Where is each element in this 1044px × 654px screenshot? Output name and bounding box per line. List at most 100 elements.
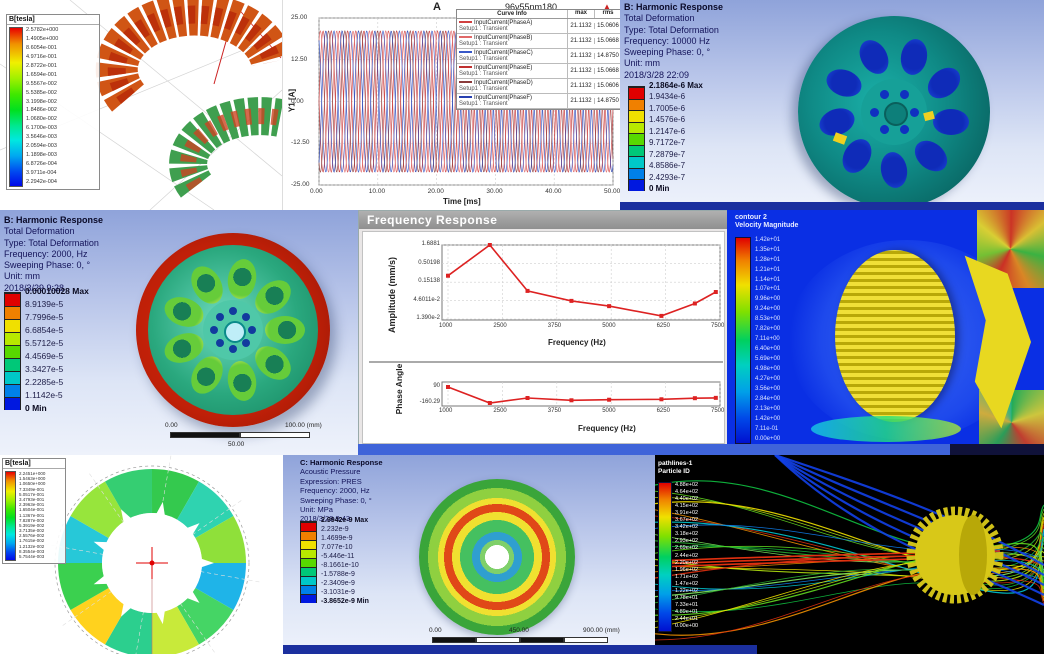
legend-value: 4.9716e-001 — [26, 53, 57, 60]
legend-value: 1.6594e-001 — [26, 71, 57, 78]
frequency-response-window: Frequency Response Amplitude (mm/s) Freq… — [358, 210, 727, 448]
curve-rms: 15.0668 — [597, 38, 619, 44]
curve-setup: Setup1 : Transient — [459, 56, 508, 62]
x-tick-label: 3750 — [547, 408, 562, 414]
legend-value: 2.44e+01 — [675, 616, 699, 623]
legend-value: 1.1898e-003 — [26, 152, 57, 159]
legend-value: 7.33e+01 — [675, 602, 699, 609]
legend-value: 1.21e+01 — [755, 266, 781, 273]
table-header: Curve Info — [457, 10, 568, 18]
legend-value: 4.15e+02 — [675, 502, 699, 509]
x-tick-label: 1000 — [439, 408, 453, 414]
wheel-hole — [224, 256, 260, 301]
flywheel-face — [148, 245, 318, 415]
curve-setup: Setup1 : Transient — [459, 41, 508, 47]
legend-value: 1.42e+00 — [755, 415, 781, 422]
info-line: 2018/3/28 22:09 — [624, 69, 690, 80]
wheel-hole — [229, 307, 237, 315]
legend-value: 1.5463e+000 — [19, 476, 46, 482]
panel-harmonic-2000hz: B: Harmonic Response Total Deformation Typ… — [0, 210, 358, 455]
stator-field-plot — [43, 455, 261, 654]
y-tick-label: -160.29 — [419, 399, 440, 405]
legend-value: 2.2451e+000 — [19, 471, 46, 476]
y-tick-label: -25.00 — [291, 181, 310, 188]
legend-value: 1.7005e-6 — [649, 103, 686, 113]
curve-label: InputCurrent(PhaseE) — [474, 65, 533, 71]
legend-value: 4.88e+02 — [675, 481, 699, 488]
legend-color-cell — [629, 98, 644, 110]
curve-label: InputCurrent(PhaseB) — [474, 35, 533, 41]
amplitude-axis-label: Amplitude (mm/s) — [387, 257, 397, 334]
wheel-hole — [853, 35, 895, 80]
table-header: rms — [602, 10, 614, 16]
legend-title-line: pathlines-1 — [658, 460, 693, 467]
x-tick-label: 7500 — [711, 323, 725, 329]
x-tick-label: 5000 — [602, 408, 616, 414]
x-tick-label: 30.00 — [486, 188, 503, 195]
wheel-center-bore — [884, 102, 908, 126]
info-line: Unit: mm — [624, 58, 660, 69]
x-tick-label: 5000 — [602, 323, 616, 329]
plot-title: 96v55nm180 — [505, 2, 558, 12]
window-bottom-strip — [620, 202, 1044, 210]
legend-color-cell — [301, 576, 316, 585]
window-titlebar[interactable]: Frequency Response — [359, 211, 727, 229]
x-tick-label: 20.00 — [427, 188, 444, 195]
wheel-hole — [922, 61, 967, 105]
deformation-legend: 2.1864e-6 Max 1.9434e-6 1.7005e-6 1.4576e-6… — [628, 81, 729, 193]
flow-streak — [811, 416, 961, 442]
curve-color-swatch — [459, 21, 472, 24]
legend-color-cell — [629, 87, 644, 99]
legend-color-cell — [301, 567, 316, 576]
legend-value: 7.077e-10 — [321, 543, 353, 551]
info-line: Type: Total Deformation — [624, 24, 719, 35]
curve-rms: 14.8750 — [597, 53, 619, 59]
legend-color-cell — [5, 345, 20, 358]
curve-label: InputCurrent(PhaseA) — [474, 20, 533, 26]
legend-title: B[tesla] — [7, 15, 99, 25]
legend-value: 2.69e+02 — [675, 545, 699, 552]
curve-max: 21.1132 — [568, 98, 595, 104]
info-line: Frequency: 10000 Hz — [624, 35, 711, 46]
wheel-hole — [224, 359, 260, 404]
legend-value: 1.96e+02 — [675, 566, 699, 573]
legend-value: 1.1142e-5 — [25, 390, 63, 401]
legend-value: -1.5788e-9 — [321, 570, 355, 578]
wheel-hole — [265, 316, 305, 344]
legend-value: 0.00e+00 — [675, 623, 699, 630]
panel-frequency-response: Frequency Response Amplitude (mm/s) Freq… — [358, 210, 727, 455]
curve-setup: Setup1 : Transient — [459, 101, 508, 107]
legend-value: 1.4905e+000 — [26, 35, 59, 42]
legend-value: 2.84e+00 — [755, 395, 781, 402]
legend-value: 5.3919e-002 — [19, 522, 45, 528]
wheel-hole — [877, 123, 891, 136]
result-info-text: C: Harmonic Response Acoustic Pressure Exp… — [300, 458, 383, 524]
legend-value: 3.56e+00 — [755, 385, 781, 392]
legend-value: 2.1864e-6 Max — [649, 80, 703, 90]
legend-value: 5.5712e-5 — [25, 338, 64, 349]
y-tick-label: 0.50198 — [418, 259, 440, 266]
legend-value: 1.7615e-002 — [19, 538, 45, 544]
wheel-hole — [878, 150, 910, 190]
legend-value: 3.4793e-001 — [19, 496, 45, 502]
legend-value: 3.42e+02 — [675, 524, 699, 531]
wheel-center-bore — [224, 321, 246, 343]
legend-value: 1.07e+01 — [755, 286, 781, 293]
panel-pathlines: pathlines-1 Particle ID 4.88e+02 4.64e+02 4… — [655, 455, 1044, 654]
table-row: InputCurrent(PhaseC) Setup1 : Transient 21… — [457, 49, 621, 64]
legend-value: 7.3349e-001 — [19, 486, 45, 492]
curve-label: InputCurrent(PhaseC) — [474, 50, 533, 56]
legend-value: 9.24e+00 — [755, 306, 781, 313]
legend-value: 8.6054e-001 — [26, 44, 57, 51]
legend-value: 8.9139e-5 — [25, 299, 64, 310]
wheel-hole — [240, 310, 253, 323]
legend-value: 9.96e+00 — [755, 296, 781, 303]
table-row: InputCurrent(PhaseE) Setup1 : Transient 21… — [457, 64, 621, 79]
window-content: Amplitude (mm/s) Frequency (Hz) Phase An… — [362, 231, 725, 444]
legend-value: 2.3963e-001 — [19, 502, 45, 508]
frequency-axis-label: Frequency (Hz) — [548, 338, 606, 347]
y-tick-label: 0.15138 — [418, 278, 440, 285]
legend-value: 4.89e+01 — [675, 609, 699, 616]
info-line: Total Deformation — [624, 13, 695, 24]
